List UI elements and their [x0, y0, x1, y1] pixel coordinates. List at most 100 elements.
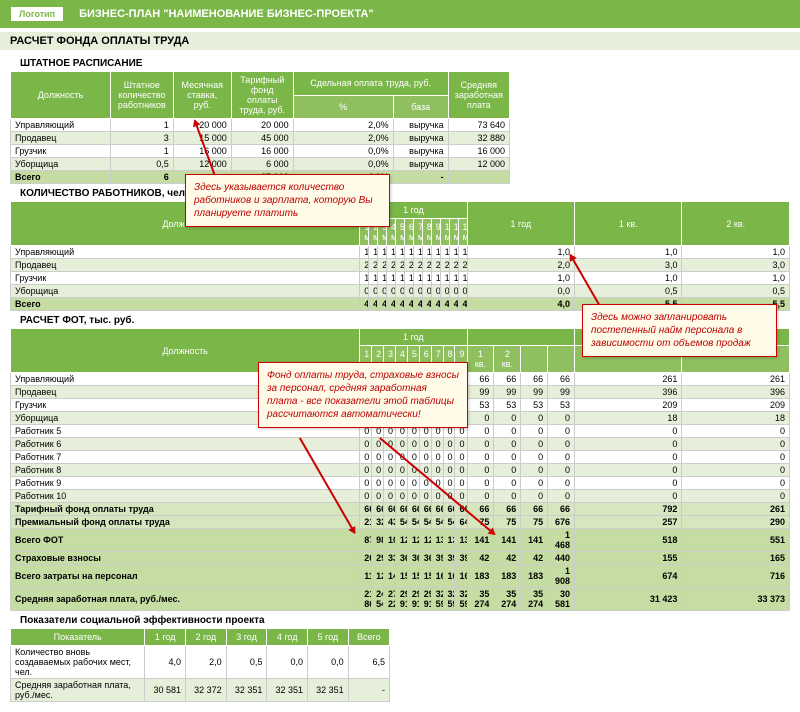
th-position: Должность [11, 72, 111, 119]
cell: 0 [395, 464, 407, 477]
cell: 43 [384, 516, 396, 529]
th-base: база [393, 95, 448, 119]
cell: 0 [467, 490, 494, 503]
cell: 1,0 [369, 246, 378, 259]
cell [448, 171, 509, 184]
cell: 2,0 [404, 259, 413, 272]
th-y1: 1 год [467, 202, 574, 246]
social-title: Показатели социальной эффективности прое… [10, 611, 790, 628]
cell: 1 908 [548, 565, 575, 588]
logo: Логотип [10, 6, 64, 22]
cell: 1,0 [431, 246, 440, 259]
cell: 0 [395, 477, 407, 490]
cell: 0 [574, 438, 681, 451]
cell: Всего затраты на персонал [11, 565, 360, 588]
cell: 6 000 [231, 158, 293, 171]
cell: 20 000 [173, 119, 231, 132]
cell: 24 546 [372, 588, 384, 611]
cell: 0 [431, 451, 443, 464]
cell: 27 228 [384, 588, 396, 611]
th-month: 7 мес. [413, 219, 422, 246]
cell: 2,0 [395, 259, 404, 272]
cell: 169 [443, 565, 455, 588]
cell: 99 [521, 386, 548, 399]
cell: 75 [521, 516, 548, 529]
cell: 2,0 [467, 259, 574, 272]
cell: 0 [443, 477, 455, 490]
cell: 42 [521, 552, 548, 565]
cell: 1,0 [682, 272, 790, 285]
cell: 31 423 [574, 588, 681, 611]
cell: 0 [467, 464, 494, 477]
cell: Всего [11, 298, 360, 311]
cell: 33 373 [682, 588, 790, 611]
cell: 29 910 [395, 588, 407, 611]
cell: 0 [521, 464, 548, 477]
cell: 1,0 [467, 272, 574, 285]
cell: 0 [384, 451, 396, 464]
cell: 54 [431, 516, 443, 529]
cell: 261 [682, 373, 790, 386]
cell: 130 [455, 529, 467, 552]
cell: 0 [443, 451, 455, 464]
cell: 36 [419, 552, 431, 565]
cell: 36 [407, 552, 419, 565]
cell: Страховые взносы [11, 552, 360, 565]
cell: 0 [467, 412, 494, 425]
cell: 0 [455, 451, 467, 464]
cell: 2,0% [293, 119, 393, 132]
cell: 0 [574, 490, 681, 503]
cell: 4,0 [360, 298, 369, 311]
cell: 396 [682, 386, 790, 399]
cell: 4,0 [413, 298, 422, 311]
cell: 0 [521, 477, 548, 490]
cell: 120 [407, 529, 419, 552]
cell: 66 [407, 503, 419, 516]
cell: 1,0 [467, 246, 574, 259]
cell: 2,0 [458, 259, 467, 272]
cell: 0 [360, 464, 372, 477]
cell: 30 581 [548, 588, 575, 611]
cell: 1,0 [413, 272, 422, 285]
cell: 1,0 [422, 246, 431, 259]
cell: 109 [384, 529, 396, 552]
cell: 120 [419, 529, 431, 552]
cell: 155 [574, 552, 681, 565]
cell: 21 864 [360, 588, 372, 611]
cell: 35 274 [521, 588, 548, 611]
cell: 32 592 [431, 588, 443, 611]
cell: Уборщица [11, 285, 360, 298]
cell: 1,0 [387, 272, 396, 285]
cell: выручка [393, 145, 448, 158]
cell: 130 [443, 529, 455, 552]
cell: 0 [682, 477, 790, 490]
cell: 674 [574, 565, 681, 588]
cell: 12 000 [173, 158, 231, 171]
cell: 0 [372, 464, 384, 477]
cell: 209 [682, 399, 790, 412]
th-month: 10 мес. [440, 219, 449, 246]
cell: 12 000 [448, 158, 509, 171]
cell: 1,0 [575, 246, 682, 259]
cell: 16 000 [448, 145, 509, 158]
staffing-table: Должность Штатное количество работников … [10, 71, 510, 184]
cell: 32 351 [308, 679, 349, 702]
cell: 18 [574, 412, 681, 425]
cell: 0 [548, 451, 575, 464]
cell: 0 [407, 477, 419, 490]
cell: 4,0 [422, 298, 431, 311]
cell: 66 [467, 373, 494, 386]
cell: 45 000 [231, 132, 293, 145]
cell: 35 274 [467, 588, 494, 611]
cell: 53 [521, 399, 548, 412]
cell: 66 [494, 503, 521, 516]
cell: 1 [111, 145, 174, 158]
th: 4 год [267, 629, 308, 646]
cell: 0 [360, 477, 372, 490]
cell: Уборщица [11, 158, 111, 171]
cell: 290 [682, 516, 790, 529]
cell: 1,0 [449, 246, 458, 259]
cell: Работник 9 [11, 477, 360, 490]
cell: 66 [419, 503, 431, 516]
cell: 114 [360, 565, 372, 588]
